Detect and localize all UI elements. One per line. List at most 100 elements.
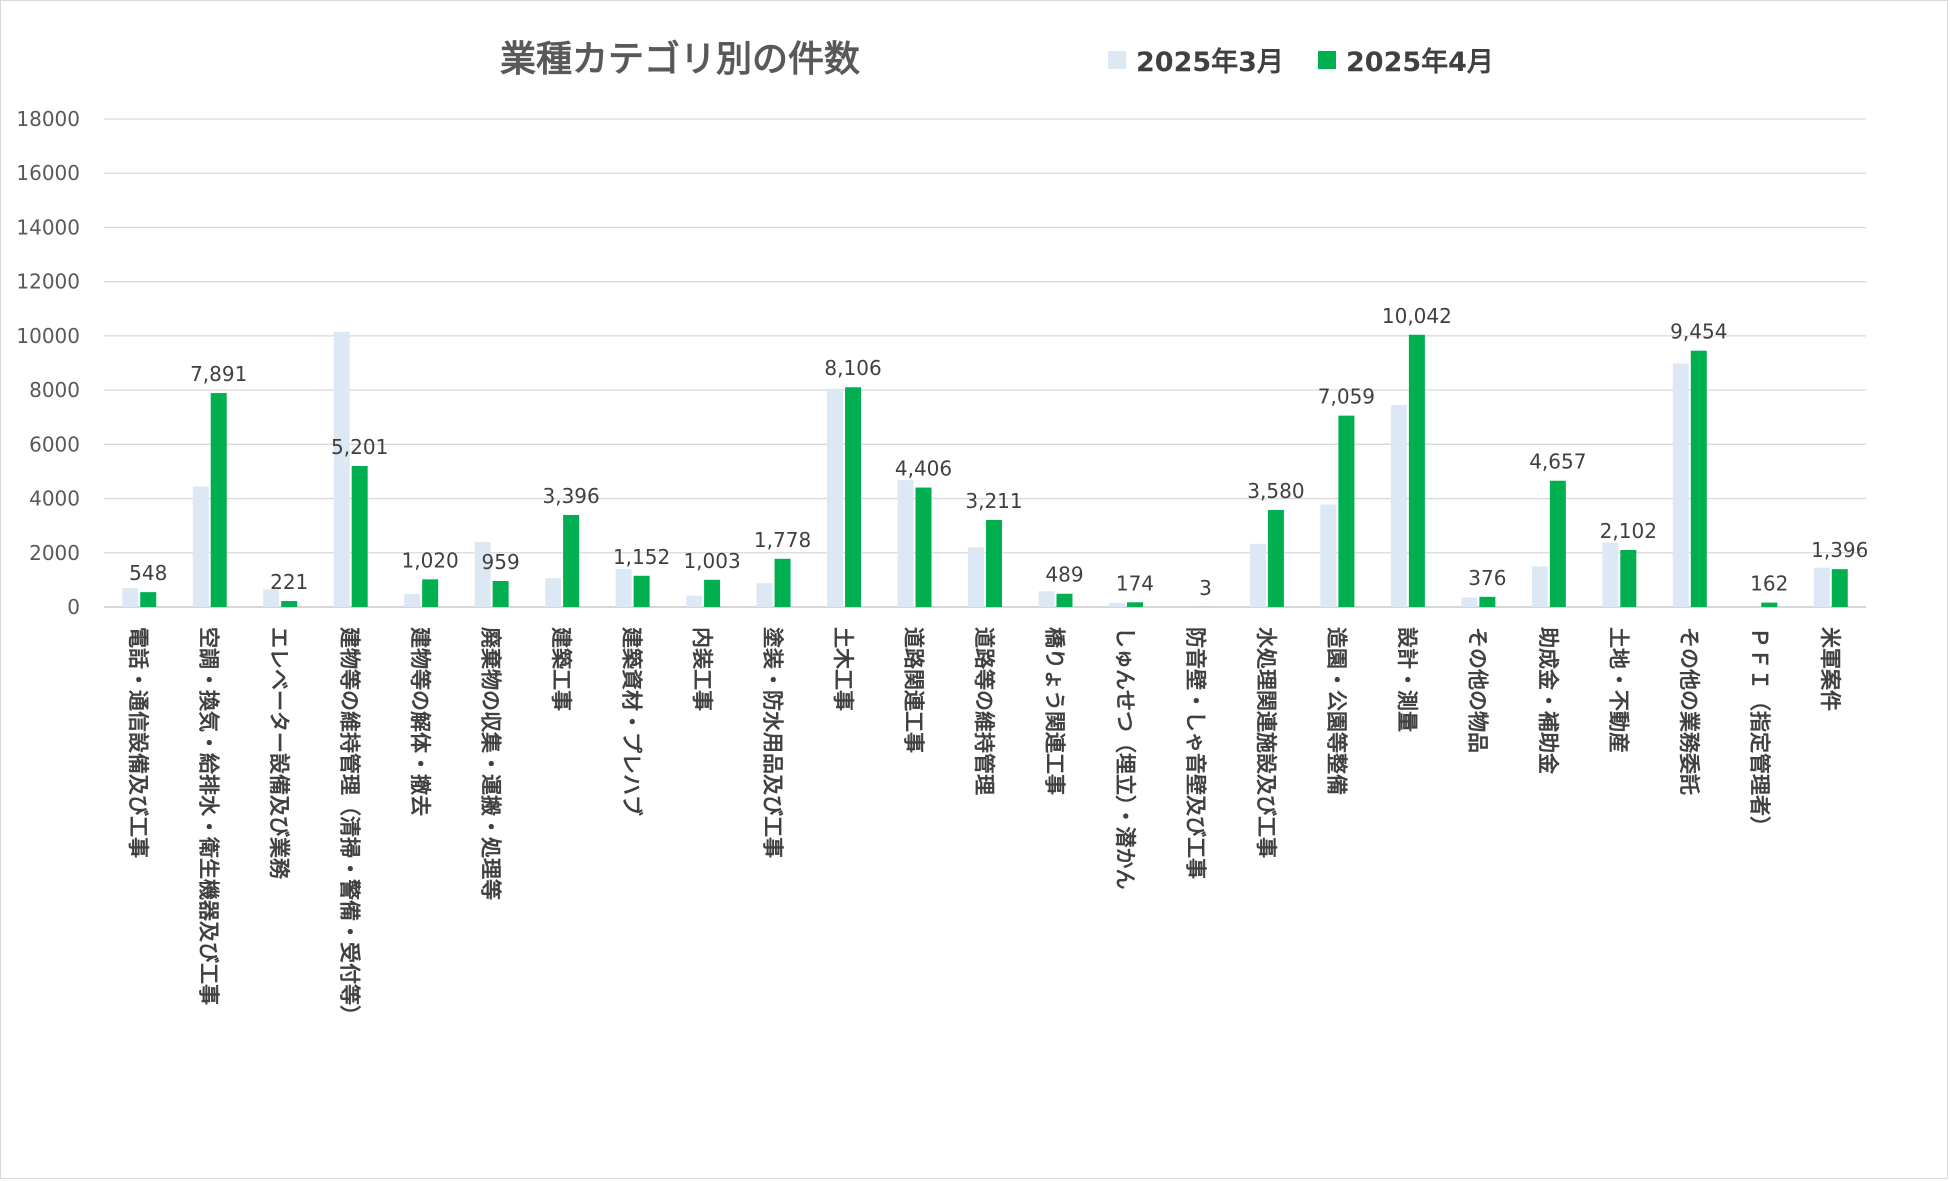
- data-label: 174: [1116, 571, 1154, 595]
- data-label: 2,102: [1600, 519, 1657, 543]
- chart-title: 業種カテゴリ別の件数: [500, 39, 861, 80]
- data-label: 959: [482, 550, 520, 574]
- bar-2025-04: [1267, 509, 1284, 607]
- bar-2025-04: [1831, 569, 1848, 607]
- category-label: 建築資材・プレハブ: [620, 627, 644, 816]
- data-label: 489: [1045, 563, 1083, 587]
- bar-2025-03: [897, 480, 914, 607]
- y-tick-label: 12000: [16, 270, 80, 294]
- data-label: 7,891: [190, 362, 247, 386]
- bar-2025-04: [1761, 602, 1778, 607]
- data-label: 1,778: [754, 528, 811, 552]
- category-label: エレベーター設備及び業務: [267, 627, 291, 880]
- bar-2025-03: [1461, 597, 1478, 607]
- bar-2025-04: [492, 581, 509, 607]
- category-label: 造園・公園等整備: [1324, 627, 1348, 795]
- category-label: 土地・不動産: [1606, 627, 1630, 753]
- bar-2025-04: [633, 575, 650, 607]
- data-label: 1,396: [1811, 538, 1868, 562]
- category-label: しゅんせつ（埋立）・潜かん: [1113, 627, 1137, 890]
- category-label: 塗装・防水用品及び工事: [761, 627, 785, 858]
- category-label: 助成金・補助金: [1536, 627, 1560, 775]
- data-label: 3,211: [965, 489, 1022, 513]
- category-label: 道路関連工事: [902, 627, 926, 753]
- bar-2025-04: [986, 519, 1002, 607]
- data-label: 3,580: [1247, 479, 1304, 503]
- bar-2025-03: [333, 331, 350, 607]
- bar-2025-04: [563, 514, 580, 607]
- category-label: 内装工事: [690, 627, 714, 711]
- bar-2025-03: [1320, 504, 1337, 607]
- bar-2025-04: [281, 601, 298, 607]
- data-label: 7,059: [1318, 385, 1375, 409]
- category-label: 水処理関連施設及び工事: [1254, 627, 1278, 858]
- data-label: 221: [270, 570, 308, 594]
- category-label: 電話・通信設備及び工事: [126, 627, 150, 858]
- category-label: 建物等の維持管理（清掃・警備・受付等）: [338, 627, 362, 1026]
- y-tick-label: 10000: [16, 324, 80, 348]
- category-label: 道路等の維持管理: [972, 627, 996, 795]
- bar-2025-04: [140, 592, 157, 607]
- y-tick-label: 2000: [29, 541, 80, 565]
- bar-2025-04: [1408, 334, 1425, 607]
- bar-2025-04: [1479, 596, 1496, 607]
- bar-2025-04: [422, 579, 439, 607]
- bar-2025-04: [704, 579, 721, 607]
- bar-2025-03: [1672, 363, 1689, 607]
- legend-swatch-april: [1318, 50, 1336, 69]
- category-label: 空調・換気・給排水・衛生機器及び工事: [197, 627, 221, 1005]
- y-tick-label: 8000: [29, 378, 80, 402]
- data-label: 4,657: [1529, 450, 1586, 474]
- legend-item-march: 2025年3月: [1108, 40, 1284, 79]
- data-label: 1,152: [613, 545, 670, 569]
- data-label: 10,042: [1382, 304, 1452, 328]
- data-label: 1,020: [402, 548, 459, 572]
- bar-2025-04: [1620, 550, 1637, 607]
- data-label: 9,454: [1670, 320, 1727, 344]
- bar-2025-03: [192, 486, 209, 607]
- bar-2025-03: [1390, 405, 1407, 607]
- bar-2025-03: [1038, 591, 1055, 607]
- y-tick-label: 4000: [29, 487, 80, 511]
- category-label: その他の物品: [1465, 627, 1489, 753]
- bar-2025-04: [845, 387, 862, 607]
- legend-swatch-march: [1108, 50, 1126, 69]
- legend-label-march: 2025年3月: [1136, 47, 1284, 78]
- bar-2025-03: [615, 569, 632, 607]
- y-tick-label: 6000: [29, 432, 80, 456]
- category-label: 設計・測量: [1395, 627, 1419, 732]
- bar-2025-04: [1056, 593, 1073, 607]
- bar-2025-03: [827, 388, 844, 607]
- bar-2025-03: [686, 595, 703, 607]
- bar-2025-04: [915, 487, 932, 607]
- data-label: 3: [1199, 576, 1212, 600]
- bar-2025-03: [122, 588, 139, 607]
- bar-2025-04: [1549, 480, 1566, 607]
- legend-label-april: 2025年4月: [1346, 47, 1494, 78]
- category-label: 米軍案件: [1818, 627, 1842, 711]
- data-label: 3,396: [542, 484, 599, 508]
- y-tick-label: 16000: [16, 161, 80, 185]
- data-label: 548: [129, 561, 167, 585]
- bar-2025-03: [1108, 602, 1125, 607]
- y-tick-label: 0: [67, 595, 80, 619]
- category-label: 橋りょう関連工事: [1042, 627, 1066, 795]
- bar-2025-03: [404, 593, 421, 607]
- legend-item-april: 2025年4月: [1318, 40, 1494, 79]
- bar-2025-03: [1813, 567, 1830, 607]
- data-label: 5,201: [331, 435, 388, 459]
- bar-2025-04: [210, 393, 227, 607]
- bar-2025-03: [474, 541, 491, 607]
- category-label: 土木工事: [831, 627, 855, 711]
- bar-2025-03: [263, 589, 280, 607]
- category-label: 建築工事: [549, 627, 573, 711]
- bar-2025-03: [968, 547, 984, 607]
- bar-2025-03: [1249, 543, 1266, 607]
- bar-2025-03: [1531, 566, 1548, 607]
- y-tick-label: 14000: [16, 215, 80, 239]
- data-label: 376: [1468, 566, 1506, 590]
- bar-2025-04: [774, 558, 791, 607]
- data-label: 1,003: [683, 549, 740, 573]
